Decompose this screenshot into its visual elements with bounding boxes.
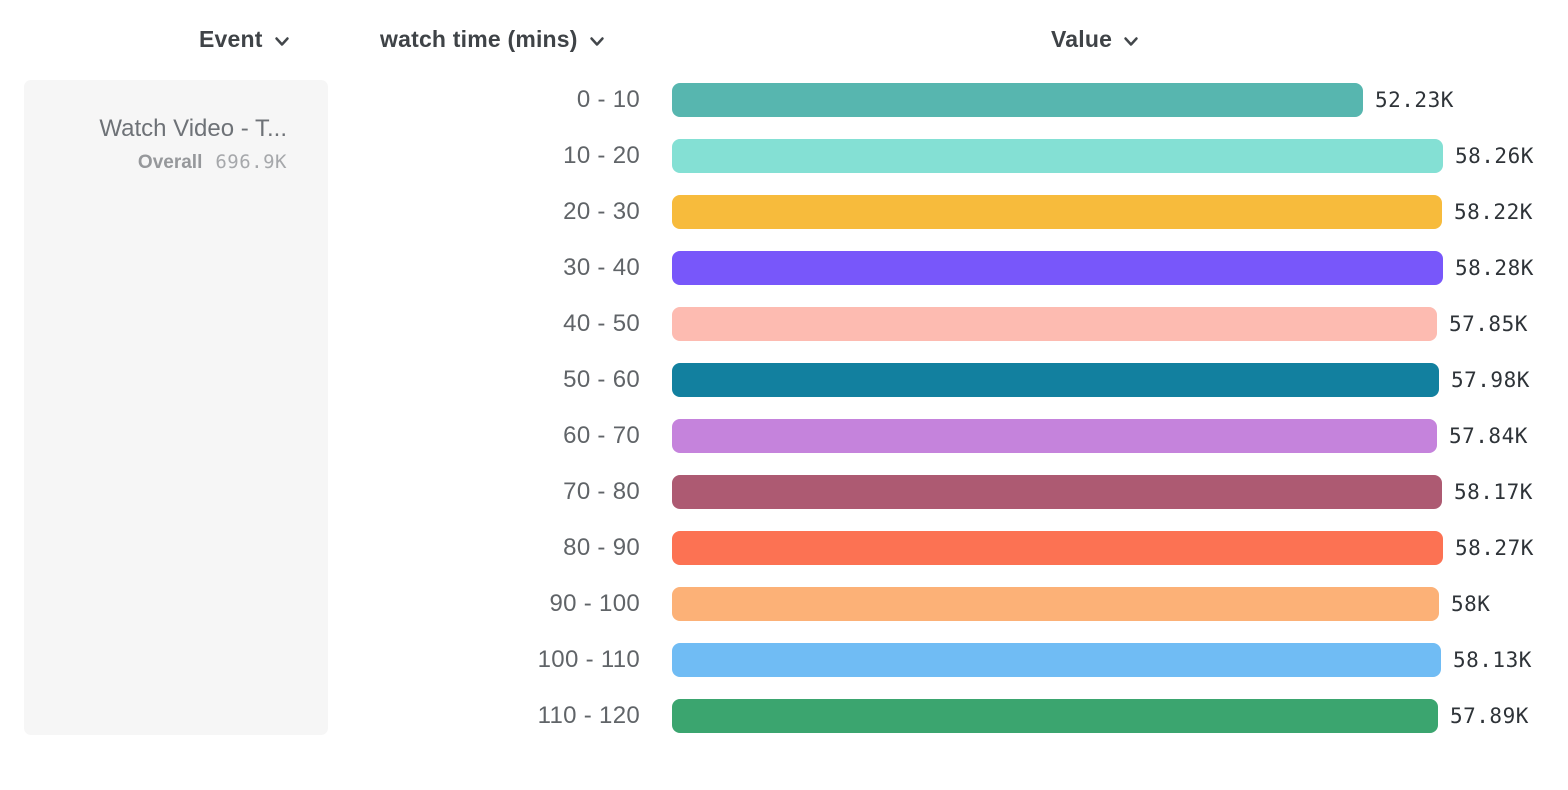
category-label: 80 - 90 (563, 534, 640, 561)
chart-row: 40 - 50 57.85K (0, 296, 1568, 352)
bar-segment[interactable] (672, 139, 1443, 173)
bar-chart: 0 - 10 52.23K 10 - 20 58.26K 20 - 30 58.22K 30… (0, 72, 1568, 744)
chevron-down-icon (274, 36, 290, 47)
bar-value-label: 57.98K (1451, 368, 1530, 392)
bar-value-label: 52.23K (1375, 88, 1454, 112)
category-label: 90 - 100 (549, 590, 640, 617)
chevron-down-icon (1123, 36, 1139, 47)
chart-row: 10 - 20 58.26K (0, 128, 1568, 184)
bar-segment[interactable] (672, 531, 1443, 565)
event-title: Watch Video - T... (99, 115, 287, 142)
chart-row: 110 - 120 57.89K (0, 688, 1568, 744)
bar-segment[interactable] (672, 195, 1442, 229)
chart-row: 60 - 70 57.84K (0, 408, 1568, 464)
bar-value-label: 58K (1451, 592, 1491, 616)
chart-row: 70 - 80 58.17K (0, 464, 1568, 520)
bar-area: 58.28K (672, 251, 1534, 285)
category-label: 40 - 50 (563, 310, 640, 337)
bar-segment[interactable] (672, 475, 1442, 509)
category-label: 10 - 20 (563, 142, 640, 169)
bar-segment[interactable] (672, 83, 1363, 117)
bar-area: 57.84K (672, 419, 1528, 453)
bar-segment[interactable] (672, 363, 1439, 397)
bar-area: 58.13K (672, 643, 1532, 677)
bar-value-label: 57.84K (1449, 424, 1528, 448)
category-label: 60 - 70 (563, 422, 640, 449)
bar-area: 58.26K (672, 139, 1534, 173)
bar-area: 58K (672, 587, 1490, 621)
bar-area: 58.17K (672, 475, 1533, 509)
bar-value-label: 58.28K (1455, 256, 1534, 280)
value-column-label: Value (1051, 26, 1113, 52)
bar-segment[interactable] (672, 643, 1441, 677)
chart-row: 100 - 110 58.13K (0, 632, 1568, 688)
bar-value-label: 58.17K (1454, 480, 1533, 504)
event-column-label: Event (199, 26, 263, 52)
bar-value-label: 57.89K (1450, 704, 1529, 728)
event-column-header[interactable]: Event (199, 26, 290, 53)
bar-segment[interactable] (672, 251, 1443, 285)
bar-value-label: 58.26K (1455, 144, 1534, 168)
chart-row: 20 - 30 58.22K (0, 184, 1568, 240)
event-card-content: Watch Video - T... Overall 696.9K (24, 80, 328, 174)
bar-area: 58.22K (672, 195, 1533, 229)
bar-area: 52.23K (672, 83, 1454, 117)
bar-value-label: 58.22K (1454, 200, 1533, 224)
chart-row: 80 - 90 58.27K (0, 520, 1568, 576)
bar-area: 57.98K (672, 363, 1530, 397)
category-label: 50 - 60 (563, 366, 640, 393)
breakdown-column-header[interactable]: watch time (mins) (380, 26, 605, 53)
bar-segment[interactable] (672, 419, 1437, 453)
bar-value-label: 58.27K (1455, 536, 1534, 560)
chevron-down-icon (589, 36, 605, 47)
bar-segment[interactable] (672, 587, 1439, 621)
event-card[interactable]: Watch Video - T... Overall 696.9K (24, 80, 328, 735)
category-label: 100 - 110 (537, 646, 640, 673)
value-column-header[interactable]: Value (1051, 26, 1139, 53)
event-overall-row: Overall 696.9K (34, 151, 287, 174)
category-label: 20 - 30 (563, 198, 640, 225)
bar-area: 58.27K (672, 531, 1534, 565)
category-label: 30 - 40 (563, 254, 640, 281)
chart-row: 0 - 10 52.23K (0, 72, 1568, 128)
overall-value: 696.9K (215, 151, 287, 173)
bar-segment[interactable] (672, 307, 1437, 341)
category-label: 0 - 10 (576, 86, 640, 113)
bar-area: 57.89K (672, 699, 1529, 733)
chart-row: 30 - 40 58.28K (0, 240, 1568, 296)
bar-segment[interactable] (672, 699, 1438, 733)
bar-area: 57.85K (672, 307, 1528, 341)
chart-row: 90 - 100 58K (0, 576, 1568, 632)
chart-row: 50 - 60 57.98K (0, 352, 1568, 408)
bar-value-label: 58.13K (1453, 648, 1532, 672)
overall-label: Overall (137, 152, 203, 173)
category-label: 70 - 80 (563, 478, 640, 505)
breakdown-column-label: watch time (mins) (380, 26, 578, 52)
bar-value-label: 57.85K (1449, 312, 1528, 336)
category-label: 110 - 120 (537, 702, 640, 729)
